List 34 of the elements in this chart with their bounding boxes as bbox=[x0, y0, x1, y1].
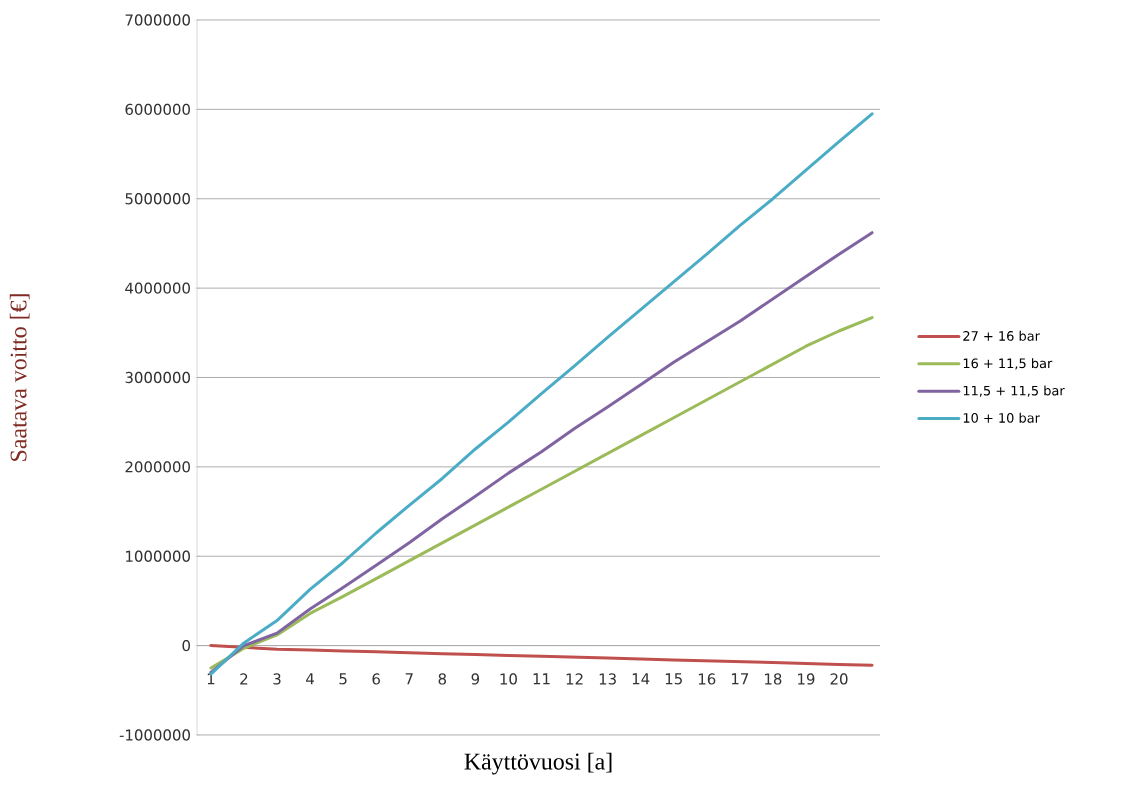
y-tick-label: 6000000 bbox=[125, 103, 190, 116]
y-tick-label: 4000000 bbox=[125, 282, 190, 294]
x-tick-label: 8 bbox=[438, 673, 447, 685]
legend-label: 16 + 11,5 bar bbox=[963, 358, 1053, 370]
y-tick-label: 2000000 bbox=[125, 461, 190, 473]
x-tick-label: 20 bbox=[830, 673, 848, 685]
legend-label: 10 + 10 bar bbox=[963, 412, 1040, 423]
y-tick-label: 0 bbox=[182, 639, 190, 652]
x-tick-label: 13 bbox=[599, 673, 616, 685]
x-tick-label: 14 bbox=[632, 673, 650, 685]
x-tick-label: 4 bbox=[306, 673, 314, 685]
y-tick-label: 7000000 bbox=[125, 14, 190, 26]
x-tick-label: 12 bbox=[566, 673, 583, 685]
x-tick-label: 9 bbox=[471, 673, 480, 685]
x-tick-label: 10 bbox=[500, 673, 517, 685]
x-tick-label: 7 bbox=[405, 673, 413, 685]
y-axis-title: Saatava voitto [€] bbox=[9, 294, 30, 461]
x-tick-label: 16 bbox=[698, 673, 716, 685]
x-tick-label: 19 bbox=[798, 673, 815, 685]
y-tick-label: -1000000 bbox=[119, 729, 190, 741]
y-tick-label: 5000000 bbox=[125, 193, 190, 205]
x-tick-label: 5 bbox=[339, 673, 347, 685]
x-tick-label: 6 bbox=[372, 673, 380, 685]
x-tick-label: 3 bbox=[273, 673, 281, 685]
y-tick-label: 3000000 bbox=[125, 371, 190, 384]
x-tick-label: 15 bbox=[665, 673, 682, 685]
x-axis-title: Käyttövuosi [a] bbox=[464, 752, 612, 775]
legend-label: 27 + 16 bar bbox=[963, 330, 1040, 341]
legend-label: 11,5 + 11,5 bar bbox=[963, 385, 1065, 397]
x-tick-label: 2 bbox=[240, 673, 248, 685]
y-tick-label: 1000000 bbox=[126, 550, 190, 562]
x-tick-label: 11 bbox=[533, 673, 550, 685]
x-tick-label: 17 bbox=[731, 673, 749, 685]
x-tick-label: 18 bbox=[765, 673, 782, 685]
